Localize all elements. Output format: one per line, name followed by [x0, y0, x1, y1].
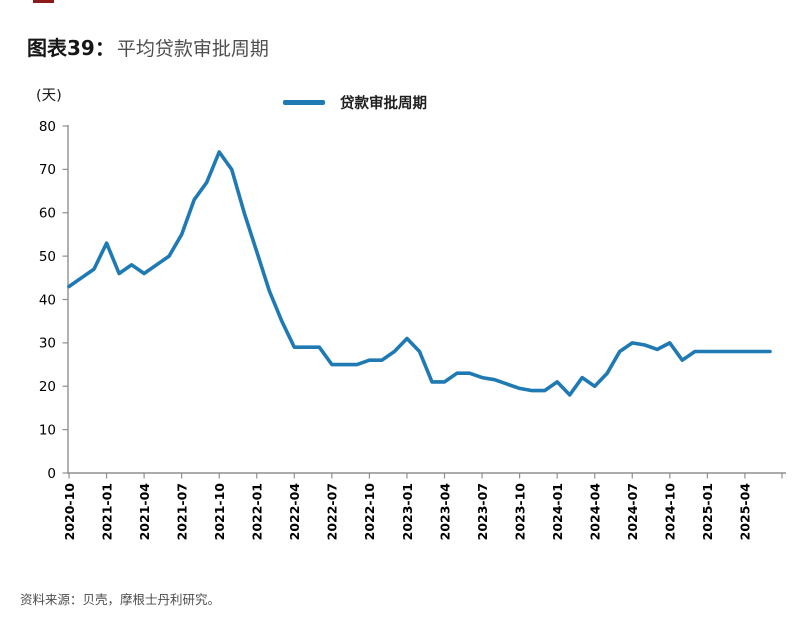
- svg-text:70: 70: [39, 162, 56, 178]
- svg-text:2021-04: 2021-04: [137, 483, 152, 541]
- svg-text:60: 60: [39, 206, 56, 222]
- svg-text:2020-10: 2020-10: [62, 483, 77, 541]
- svg-text:2024-01: 2024-01: [550, 483, 565, 540]
- figure-label: 图表39：: [27, 36, 115, 60]
- svg-text:80: 80: [39, 119, 56, 135]
- svg-text:0: 0: [47, 466, 56, 482]
- top-edge-mark: [33, 0, 54, 3]
- svg-text:2025-04: 2025-04: [738, 483, 753, 541]
- svg-text:40: 40: [39, 292, 56, 308]
- svg-text:10: 10: [39, 422, 56, 438]
- svg-text:2023-04: 2023-04: [437, 483, 452, 541]
- legend: 贷款审批周期: [283, 92, 427, 113]
- svg-text:50: 50: [39, 249, 56, 265]
- figure-header: 图表39： 平均贷款审批周期: [27, 32, 269, 61]
- svg-text:2024-07: 2024-07: [625, 483, 640, 540]
- figure-title: 平均贷款审批周期: [116, 38, 269, 60]
- svg-text:30: 30: [39, 336, 56, 352]
- svg-text:2023-07: 2023-07: [475, 483, 490, 540]
- svg-text:2022-07: 2022-07: [325, 483, 340, 540]
- svg-text:2024-04: 2024-04: [588, 483, 603, 541]
- svg-text:2021-07: 2021-07: [174, 483, 189, 540]
- legend-label: 贷款审批周期: [340, 96, 427, 112]
- y-axis-unit-label: (天): [36, 88, 62, 104]
- svg-text:2022-01: 2022-01: [250, 483, 265, 540]
- svg-text:2021-10: 2021-10: [212, 483, 227, 541]
- source-note: 资料来源：贝壳，摩根士丹利研究。: [20, 592, 221, 607]
- svg-text:20: 20: [39, 379, 56, 395]
- svg-text:2023-10: 2023-10: [512, 483, 527, 541]
- svg-text:2022-04: 2022-04: [287, 483, 302, 541]
- legend-line-swatch: [283, 100, 325, 105]
- svg-text:2025-01: 2025-01: [700, 483, 715, 540]
- svg-text:2022-10: 2022-10: [362, 483, 377, 541]
- svg-text:2021-01: 2021-01: [99, 483, 114, 540]
- svg-text:2023-01: 2023-01: [400, 483, 415, 540]
- svg-text:2024-10: 2024-10: [663, 483, 678, 541]
